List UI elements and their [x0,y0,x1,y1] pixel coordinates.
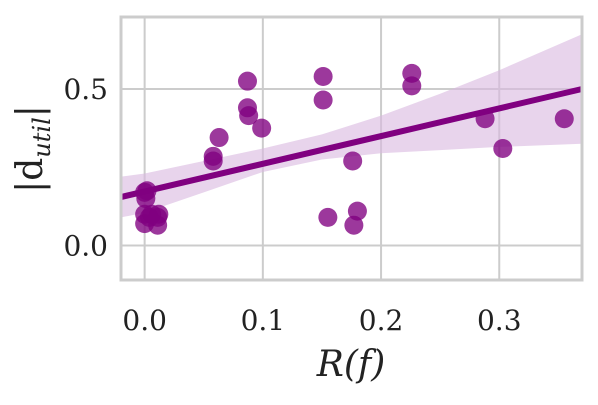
data-point [137,181,157,201]
data-point [475,109,495,129]
y-tick-label: 0.0 [63,230,108,263]
data-point [313,66,333,86]
data-point [318,207,338,227]
data-point [402,76,422,96]
y-tick-label: 0.5 [63,73,108,106]
data-points [135,63,574,235]
data-point [347,201,367,221]
regression-line [120,86,583,200]
data-point [148,215,168,235]
data-point [237,71,257,91]
data-point [209,128,229,148]
x-tick-label: 0.1 [241,304,286,337]
data-point [554,109,574,129]
data-point [343,151,363,171]
x-axis-title: R(f) [316,344,386,385]
plot-frame [119,15,584,282]
data-point [252,118,272,138]
y-tick-labels: 0.0 0.5 [63,73,108,263]
data-point [203,151,223,171]
data-point [239,106,259,126]
y-axis-title: |dutil| [10,105,56,193]
x-tick-label: 0.2 [359,304,404,337]
data-point [493,139,513,158]
x-tick-label: 0.0 [122,304,167,337]
data-point [313,90,333,110]
x-tick-label: 0.3 [477,304,522,337]
x-tick-labels: 0.0 0.1 0.2 0.3 [122,304,521,337]
